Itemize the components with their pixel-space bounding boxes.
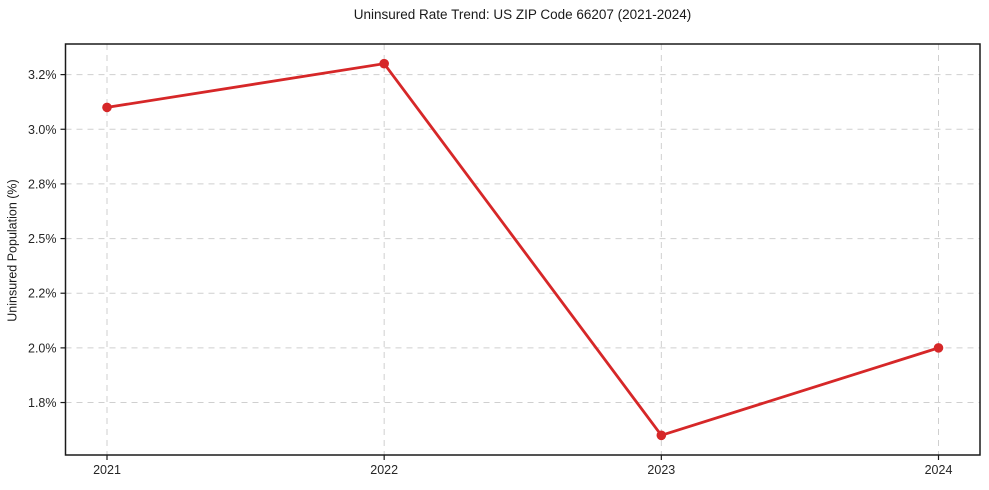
y-tick-label: 3.2% <box>28 68 57 82</box>
y-tick-label: 1.8% <box>28 396 57 410</box>
data-point-2022 <box>379 58 389 69</box>
x-tick-label: 2024 <box>925 463 953 477</box>
data-point-2023 <box>656 430 667 441</box>
chart-title: Uninsured Rate Trend: US ZIP Code 66207 … <box>353 7 692 22</box>
x-tick-label: 2023 <box>647 463 675 477</box>
y-tick-label: 2.8% <box>28 177 57 191</box>
y-tick-label: 2.5% <box>28 232 57 246</box>
y-tick-label: 3.0% <box>28 123 57 137</box>
x-tick-label: 2022 <box>370 463 398 477</box>
data-point-2024 <box>933 343 944 353</box>
trend-line <box>105 62 940 437</box>
y-tick-label: 2.0% <box>28 341 57 355</box>
data-point-2021 <box>102 102 112 113</box>
plot-border <box>64 43 981 456</box>
x-tick-label: 2021 <box>93 463 121 477</box>
y-tick-label: 2.2% <box>28 287 57 301</box>
